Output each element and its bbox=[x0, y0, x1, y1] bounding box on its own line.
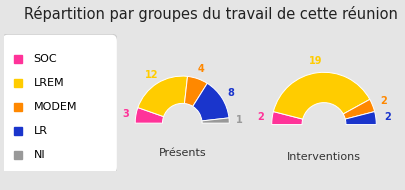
Text: 2: 2 bbox=[384, 112, 391, 122]
Wedge shape bbox=[272, 112, 303, 125]
Text: LREM: LREM bbox=[34, 78, 64, 88]
Text: 8: 8 bbox=[227, 88, 234, 98]
Wedge shape bbox=[184, 76, 207, 106]
Text: 3: 3 bbox=[122, 108, 129, 119]
Text: Interventions: Interventions bbox=[287, 152, 361, 162]
Wedge shape bbox=[345, 112, 376, 125]
Text: 1: 1 bbox=[236, 115, 243, 125]
FancyBboxPatch shape bbox=[2, 34, 117, 174]
Text: Répartition par groupes du travail de cette réunion: Répartition par groupes du travail de ce… bbox=[23, 6, 398, 22]
Text: NI: NI bbox=[34, 150, 45, 160]
Text: 4: 4 bbox=[198, 64, 205, 74]
Wedge shape bbox=[135, 108, 164, 123]
Text: LR: LR bbox=[34, 126, 47, 136]
Wedge shape bbox=[193, 83, 229, 121]
Text: 2: 2 bbox=[380, 96, 387, 106]
Wedge shape bbox=[273, 72, 370, 119]
Text: SOC: SOC bbox=[34, 54, 57, 64]
Wedge shape bbox=[202, 118, 229, 123]
Text: 2: 2 bbox=[257, 112, 264, 122]
Wedge shape bbox=[343, 99, 375, 119]
Text: Présents: Présents bbox=[158, 148, 206, 158]
Text: 12: 12 bbox=[145, 70, 158, 80]
Text: MODEM: MODEM bbox=[34, 102, 77, 112]
Text: 19: 19 bbox=[309, 56, 323, 66]
Wedge shape bbox=[138, 76, 188, 117]
